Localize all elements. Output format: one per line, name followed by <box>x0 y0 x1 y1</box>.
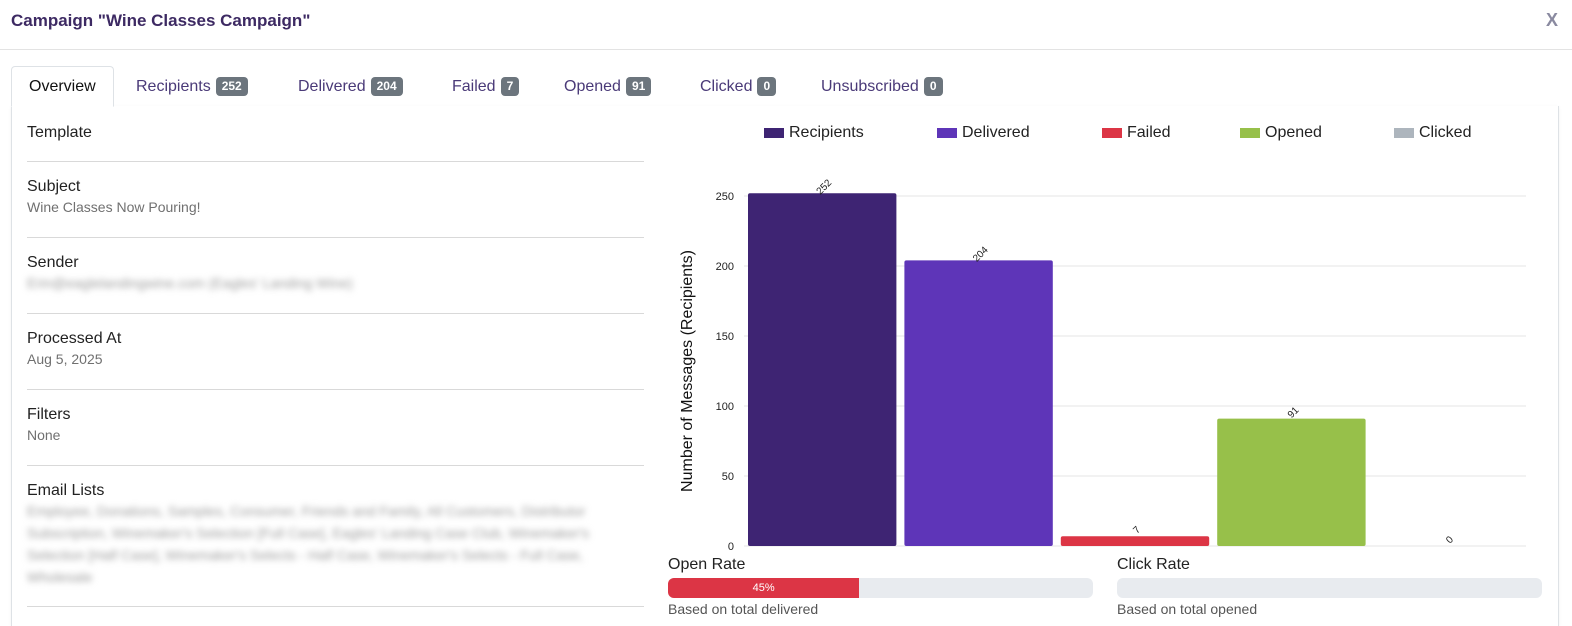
legend-label: Opened <box>1265 124 1322 141</box>
template-label: Template <box>27 124 92 141</box>
modal-title: Campaign "Wine Classes Campaign" <box>11 11 311 30</box>
legend-swatch <box>764 128 784 138</box>
sender-label: Sender <box>27 254 79 271</box>
click-rate-label: Click Rate <box>1117 556 1190 573</box>
legend-label: Delivered <box>962 124 1030 141</box>
email-lists-row: Email Lists Employee, Donations, Samples… <box>27 482 644 607</box>
y-axis-label: Number of Messages (Recipients) <box>679 250 696 492</box>
email-lists-label: Email Lists <box>27 482 105 499</box>
open-rate-progress: 45% <box>668 578 1093 598</box>
tab-label: Failed <box>452 77 496 95</box>
data-label-failed: 7 <box>1131 524 1143 536</box>
tab-delivered[interactable]: Delivered 204 <box>281 66 420 107</box>
bar-recipients <box>748 193 897 546</box>
filters-row: Filters None <box>27 406 644 466</box>
legend-swatch <box>1240 128 1260 138</box>
legend-item-failed[interactable]: Failed <box>1102 124 1171 142</box>
y-tick-label: 250 <box>716 191 734 203</box>
tab-overview[interactable]: Overview <box>11 66 114 107</box>
filters-label: Filters <box>27 406 71 423</box>
legend-item-clicked[interactable]: Clicked <box>1394 124 1471 142</box>
tab-label: Unsubscribed <box>821 77 919 95</box>
y-tick-label: 50 <box>722 471 734 483</box>
legend-swatch <box>937 128 957 138</box>
close-button[interactable]: X <box>1545 10 1558 30</box>
legend-swatch <box>1102 128 1122 138</box>
legend-label: Recipients <box>789 124 864 141</box>
legend-label: Clicked <box>1419 124 1472 141</box>
filters-value: None <box>27 427 61 443</box>
tab-unsubscribed[interactable]: Unsubscribed 0 <box>804 66 960 107</box>
subject-label: Subject <box>27 178 81 195</box>
count-badge: 91 <box>625 77 652 96</box>
sender-value: Erin@eaglelandingwine.com (Eagles' Landi… <box>27 275 353 291</box>
tab-label: Clicked <box>700 77 753 95</box>
open-rate-fill: 45% <box>668 578 860 598</box>
count-badge: 7 <box>500 77 520 96</box>
tab-opened[interactable]: Opened 91 <box>547 66 668 107</box>
tab-label: Opened <box>564 77 621 95</box>
sender-row: Sender Erin@eaglelandingwine.com (Eagles… <box>27 254 644 314</box>
modal-header: Campaign "Wine Classes Campaign" X <box>0 0 1572 50</box>
tab-bar: Overview Recipients 252 Delivered 204 Fa… <box>11 66 1561 107</box>
bar-delivered <box>904 260 1053 546</box>
count-badge: 252 <box>215 77 248 96</box>
click-rate-note: Based on total opened <box>1117 601 1258 617</box>
y-tick-label: 200 <box>716 261 734 273</box>
subject-value: Wine Classes Now Pouring! <box>27 199 201 215</box>
legend-label: Failed <box>1127 124 1171 141</box>
data-label-clicked: 0 <box>1444 534 1456 546</box>
click-rate: Click Rate Based on total opened <box>1117 556 1542 617</box>
legend-swatch <box>1394 128 1414 138</box>
tab-recipients[interactable]: Recipients 252 <box>119 66 265 107</box>
count-badge: 0 <box>757 77 777 96</box>
template-row: Template <box>27 124 644 162</box>
subject-row: Subject Wine Classes Now Pouring! <box>27 178 644 238</box>
tab-clicked[interactable]: Clicked 0 <box>683 66 793 107</box>
click-rate-progress <box>1117 578 1542 598</box>
email-lists-value: Employee, Donations, Samples, Consumer, … <box>27 503 590 585</box>
bar-failed <box>1060 536 1210 546</box>
tab-failed[interactable]: Failed 7 <box>435 66 536 107</box>
legend-item-opened[interactable]: Opened <box>1240 124 1322 142</box>
open-rate: Open Rate 45% Based on total delivered <box>668 556 1093 617</box>
processed-value: Aug 5, 2025 <box>27 351 103 367</box>
bar-opened <box>1217 418 1366 546</box>
data-label-opened: 91 <box>1286 405 1302 421</box>
y-tick-label: 150 <box>716 331 734 343</box>
count-badge: 0 <box>923 77 943 96</box>
y-tick-label: 100 <box>716 401 734 413</box>
processed-label: Processed At <box>27 330 122 347</box>
tab-label: Overview <box>29 77 96 95</box>
y-tick-label: 0 <box>728 541 734 553</box>
processed-row: Processed At Aug 5, 2025 <box>27 330 644 390</box>
legend-item-delivered[interactable]: Delivered <box>937 124 1030 142</box>
open-rate-label: Open Rate <box>668 556 746 573</box>
tab-label: Recipients <box>136 77 211 95</box>
tab-label: Delivered <box>298 77 366 95</box>
messages-bar-chart: 0 50 100 150 200 250 Number of Messages (Recip… <box>679 177 1526 553</box>
count-badge: 204 <box>370 77 403 96</box>
legend-item-recipients[interactable]: Recipients <box>764 124 864 142</box>
open-rate-note: Based on total delivered <box>668 601 819 617</box>
